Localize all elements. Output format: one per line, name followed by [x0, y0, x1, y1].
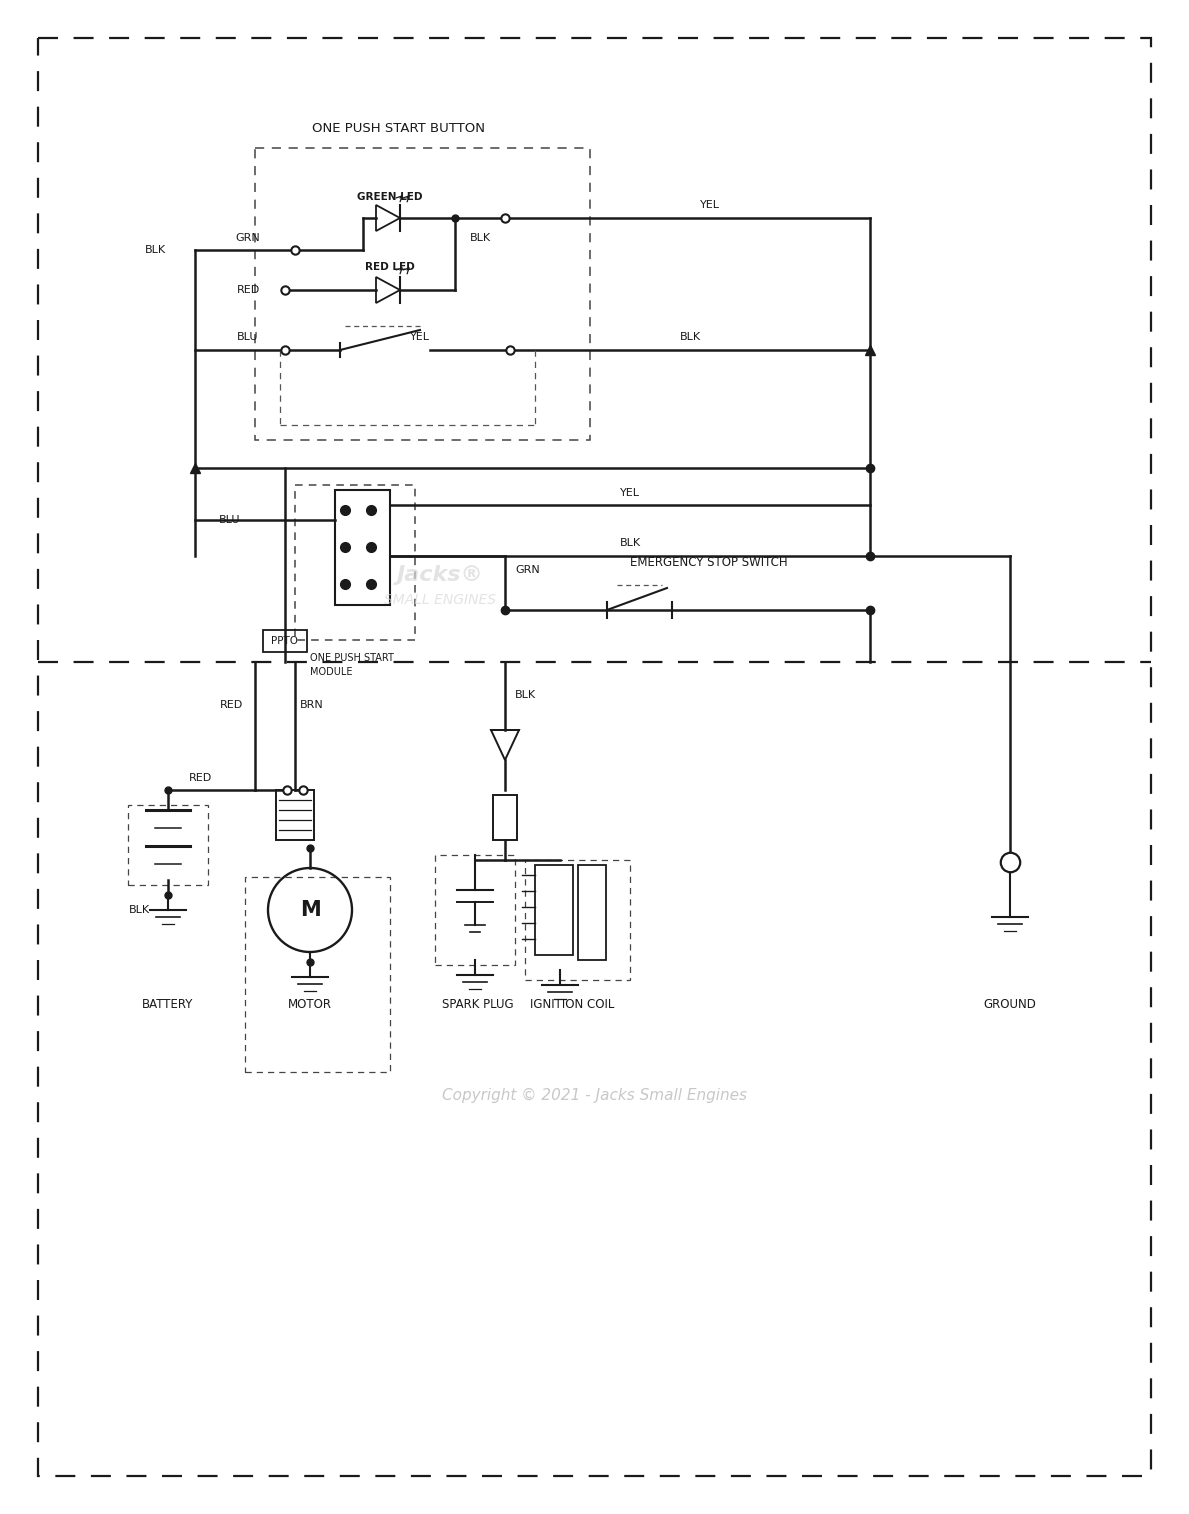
Text: ONE PUSH START: ONE PUSH START: [310, 653, 394, 663]
Text: Jacks®: Jacks®: [397, 565, 484, 584]
Text: MOTOR: MOTOR: [288, 999, 332, 1011]
Text: ONE PUSH START BUTTON: ONE PUSH START BUTTON: [312, 121, 484, 135]
Text: BLK: BLK: [128, 905, 150, 914]
Text: BRN: BRN: [300, 699, 323, 710]
Text: SPARK PLUG: SPARK PLUG: [442, 999, 514, 1011]
Text: RED: RED: [237, 285, 259, 295]
Text: RED: RED: [220, 699, 243, 710]
Text: MODULE: MODULE: [310, 668, 352, 677]
Text: YEL: YEL: [619, 488, 640, 498]
Text: BLK: BLK: [515, 690, 536, 699]
Bar: [263, 630, 307, 653]
Bar: [335, 491, 390, 606]
Bar: [526, 860, 630, 980]
Bar: [245, 877, 390, 1072]
Text: PPTO: PPTO: [271, 636, 298, 646]
Text: IGNITION COIL: IGNITION COIL: [530, 999, 615, 1011]
Text: RED LED: RED LED: [365, 262, 415, 273]
Text: EMERGENCY STOP SWITCH: EMERGENCY STOP SWITCH: [630, 556, 787, 568]
Text: BLU: BLU: [219, 515, 240, 525]
Bar: [535, 864, 573, 955]
Text: GRN: GRN: [235, 233, 260, 244]
Text: BLK: BLK: [144, 245, 165, 254]
Text: BLU: BLU: [238, 332, 259, 342]
Text: BLK: BLK: [679, 332, 700, 342]
Bar: [493, 795, 517, 840]
Text: GROUND: GROUND: [983, 999, 1037, 1011]
Text: GRN: GRN: [515, 565, 540, 575]
Text: M: M: [300, 899, 320, 921]
Text: SMALL ENGINES: SMALL ENGINES: [384, 593, 496, 607]
Text: YEL: YEL: [410, 332, 430, 342]
Bar: [128, 805, 208, 886]
Text: Copyright © 2021 - Jacks Small Engines: Copyright © 2021 - Jacks Small Engines: [441, 1087, 747, 1102]
Bar: [578, 864, 606, 960]
Bar: [276, 790, 314, 840]
Text: BLK: BLK: [470, 233, 491, 244]
Text: BATTERY: BATTERY: [143, 999, 194, 1011]
Bar: [435, 855, 515, 964]
Text: YEL: YEL: [700, 200, 721, 210]
Text: BLK: BLK: [619, 537, 641, 548]
Text: GREEN LED: GREEN LED: [357, 192, 423, 201]
Text: RED: RED: [188, 774, 212, 783]
